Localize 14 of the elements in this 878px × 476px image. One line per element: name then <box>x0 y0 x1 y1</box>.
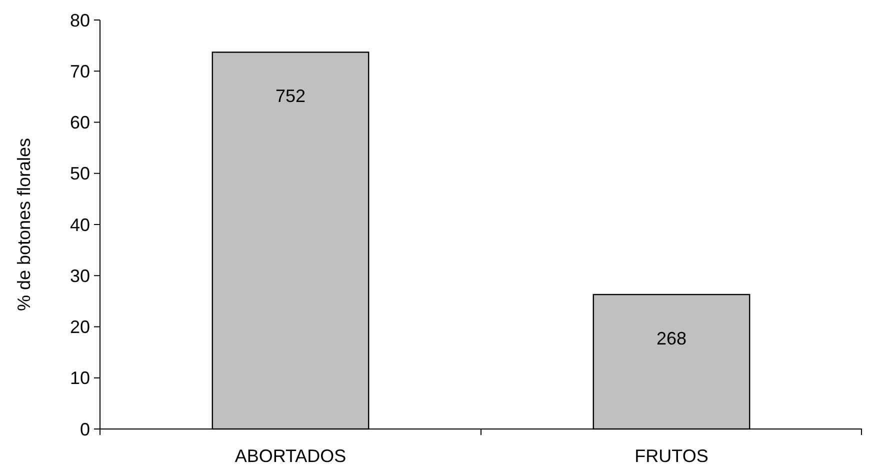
y-tick-label: 80 <box>70 10 90 30</box>
y-tick-label: 30 <box>70 266 90 286</box>
y-tick-label: 20 <box>70 317 90 338</box>
y-tick-label: 0 <box>80 419 90 440</box>
y-tick-label: 50 <box>70 164 90 184</box>
y-tick-label: 70 <box>70 61 90 82</box>
y-tick-label: 60 <box>70 112 90 133</box>
x-tick-label: ABORTADOS <box>234 446 346 466</box>
y-tick-label: 10 <box>70 368 90 388</box>
annotation: 752 <box>275 86 306 106</box>
x-tick-label: FRUTOS <box>634 446 708 466</box>
y-axis-title: % de botones florales <box>14 138 34 312</box>
annotation: 268 <box>656 328 687 349</box>
y-tick-label: 40 <box>70 214 90 235</box>
